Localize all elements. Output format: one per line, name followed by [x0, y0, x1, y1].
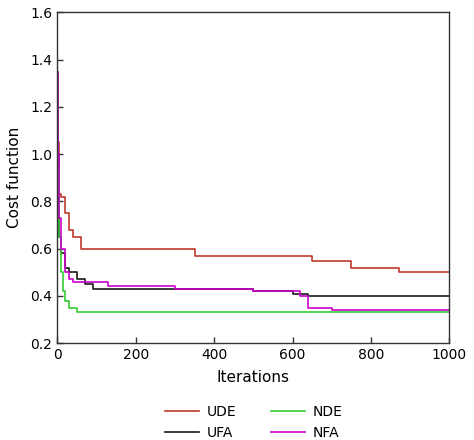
UDE — [141, 246, 146, 251]
UFA — [368, 293, 374, 299]
UFA — [153, 286, 158, 292]
NDE — [58, 270, 64, 275]
UDE — [78, 246, 83, 251]
UDE — [290, 253, 295, 258]
UDE — [368, 265, 374, 270]
UFA — [305, 293, 311, 299]
NDE — [94, 310, 100, 315]
X-axis label: Iterations: Iterations — [217, 370, 290, 385]
NFA — [290, 289, 295, 294]
UDE — [348, 265, 354, 270]
UDE — [251, 253, 256, 258]
UDE — [396, 270, 401, 275]
UDE — [70, 234, 76, 239]
UFA — [329, 293, 335, 299]
UFA — [447, 293, 452, 299]
UFA — [62, 265, 68, 270]
NFA — [55, 151, 61, 157]
NFA — [133, 284, 138, 289]
NFA — [447, 308, 452, 313]
NFA — [62, 270, 68, 275]
Y-axis label: Cost function: Cost function — [7, 127, 22, 228]
NDE — [74, 310, 80, 315]
NFA — [368, 308, 374, 313]
NFA — [211, 286, 217, 292]
NFA — [113, 284, 119, 289]
NDE — [447, 310, 452, 315]
NFA — [329, 308, 335, 313]
Line: UDE: UDE — [57, 72, 449, 272]
UDE — [447, 270, 452, 275]
UDE — [62, 211, 68, 216]
NFA — [251, 289, 256, 294]
NDE — [82, 310, 88, 315]
Legend: UDE, UFA, NDE, NFA: UDE, UFA, NDE, NFA — [159, 400, 348, 440]
UFA — [172, 286, 178, 292]
UFA — [82, 282, 88, 287]
UDE — [113, 246, 119, 251]
UDE — [58, 194, 64, 199]
NDE — [56, 234, 62, 239]
NFA — [58, 246, 64, 251]
UFA — [105, 286, 111, 292]
UFA — [290, 291, 295, 296]
UDE — [274, 253, 280, 258]
UFA — [282, 289, 288, 294]
NFA — [172, 286, 178, 292]
UFA — [58, 251, 64, 256]
UFA — [98, 286, 103, 292]
UFA — [66, 270, 72, 275]
NDE — [55, 69, 60, 74]
NFA — [90, 279, 95, 284]
Line: NDE: NDE — [57, 72, 449, 312]
NFA — [70, 279, 76, 284]
UDE — [66, 227, 72, 232]
NFA — [305, 305, 311, 310]
UFA — [55, 151, 61, 157]
UDE — [310, 258, 315, 263]
UFA — [121, 286, 127, 292]
NFA — [56, 215, 62, 220]
UFA — [55, 69, 60, 74]
UFA — [211, 286, 217, 292]
UFA — [56, 234, 62, 239]
NDE — [62, 298, 68, 303]
NDE — [133, 310, 138, 315]
NFA — [282, 289, 288, 294]
UFA — [251, 289, 256, 294]
UFA — [90, 286, 95, 292]
UDE — [133, 246, 138, 251]
NFA — [55, 69, 60, 74]
NFA — [298, 293, 303, 299]
UFA — [298, 291, 303, 296]
UDE — [55, 140, 61, 145]
NDE — [290, 310, 295, 315]
UFA — [113, 286, 119, 292]
NDE — [60, 289, 66, 294]
UFA — [74, 277, 80, 282]
UDE — [56, 192, 62, 197]
UDE — [94, 246, 100, 251]
NFA — [66, 277, 72, 282]
NDE — [66, 305, 72, 310]
NFA — [98, 279, 103, 284]
UDE — [191, 253, 197, 258]
Line: UFA: UFA — [57, 72, 449, 296]
NDE — [55, 163, 61, 169]
UDE — [55, 69, 60, 74]
UDE — [98, 246, 103, 251]
Line: NFA: NFA — [57, 72, 449, 310]
NFA — [82, 279, 88, 284]
NFA — [105, 284, 111, 289]
NFA — [74, 279, 80, 284]
UFA — [133, 286, 138, 292]
NDE — [86, 310, 91, 315]
